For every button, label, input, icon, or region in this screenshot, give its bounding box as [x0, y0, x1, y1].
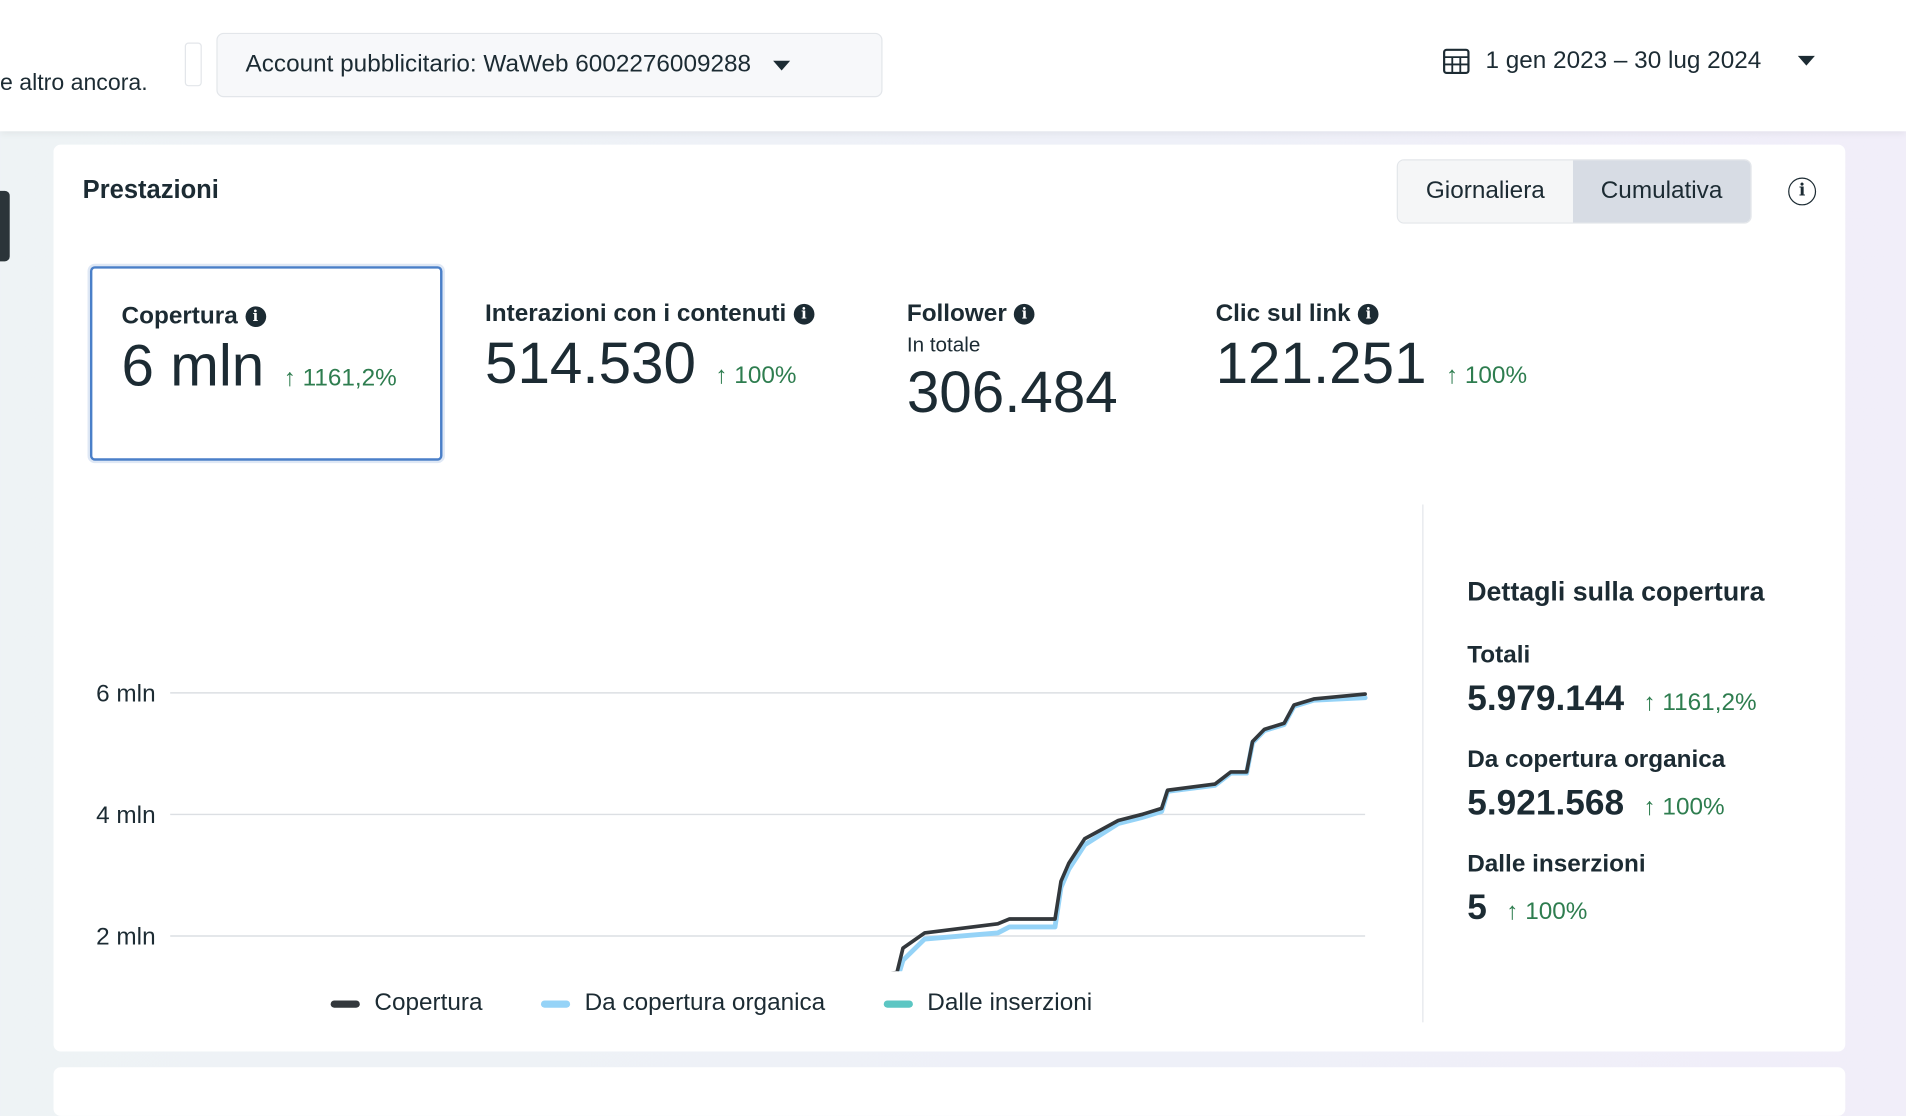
- detail-label: Totali: [1467, 641, 1531, 669]
- legend-swatch: [540, 999, 571, 1008]
- y-tick-label: 4 mln: [96, 802, 155, 829]
- legend-swatch: [883, 999, 913, 1008]
- detail-label: Dalle inserzioni: [1467, 850, 1646, 878]
- metric-reach[interactable]: Copertura i 6 mln ↑ 1161,2%: [89, 266, 443, 461]
- detail-value: 5.979.144: [1467, 679, 1625, 719]
- date-range-label: 1 gen 2023 – 30 lug 2024: [1485, 46, 1762, 74]
- series-line-da-copertura-organica: [897, 695, 1368, 972]
- info-icon[interactable]: i: [1358, 303, 1379, 325]
- info-icon[interactable]: i: [793, 303, 815, 325]
- detail-value: 5.921.568: [1467, 784, 1625, 823]
- caret-down-icon: [772, 60, 790, 70]
- legend-item[interactable]: Dalle inserzioni: [883, 989, 1093, 1017]
- metric-link-clicks[interactable]: Clic sul link i 121.251 ↑ 100%: [1186, 266, 1551, 460]
- caret-down-icon: [1797, 55, 1815, 66]
- metric-label: Interazioni con i contenuti: [485, 300, 787, 327]
- section-title: Prestazioni: [82, 176, 219, 205]
- metric-value: 121.251: [1215, 331, 1427, 397]
- metric-change: ↑ 1161,2%: [283, 364, 397, 392]
- detail-value: 5: [1467, 888, 1487, 928]
- legend-label: Da copertura organica: [584, 989, 826, 1017]
- y-tick-label: 6 mln: [96, 680, 155, 707]
- next-card: [53, 1067, 1846, 1116]
- metric-label: Copertura: [121, 302, 238, 330]
- metric-change: ↑ 100%: [715, 362, 797, 389]
- divider: [1422, 504, 1424, 1023]
- side-tab[interactable]: [0, 190, 10, 262]
- details-title: Dettagli sulla copertura: [1467, 576, 1765, 607]
- legend-label: Dalle inserzioni: [927, 989, 1093, 1017]
- detail-change: ↑ 1161,2%: [1643, 689, 1757, 716]
- top-bar: e altro ancora. Account pubblicitario: W…: [0, 0, 1906, 132]
- series-line-copertura: [892, 692, 1367, 972]
- metric-value: 6 mln: [121, 334, 265, 399]
- legend-item[interactable]: Copertura: [330, 989, 483, 1017]
- info-icon[interactable]: i: [245, 306, 266, 327]
- metric-label: Follower: [906, 300, 1007, 327]
- breadcrumb-text: e altro ancora.: [0, 70, 148, 97]
- chart-legend: Copertura Da copertura organica Dalle in…: [330, 989, 1093, 1017]
- legend-swatch: [330, 999, 360, 1008]
- info-icon[interactable]: i: [1014, 303, 1035, 325]
- metric-interactions[interactable]: Interazioni con i contenuti i 514.530 ↑ 10…: [456, 266, 857, 460]
- metric-value: 514.530: [485, 331, 696, 397]
- performance-card: Prestazioni Giornaliera Cumulativa i Cop…: [53, 144, 1846, 1052]
- metric-label: Clic sul link: [1215, 300, 1351, 327]
- separator: [184, 42, 202, 87]
- toggle-daily[interactable]: Giornaliera: [1397, 160, 1573, 223]
- legend-item[interactable]: Da copertura organica: [540, 989, 826, 1017]
- y-tick-label: 2 mln: [96, 924, 155, 951]
- metric-value: 306.484: [906, 361, 1118, 426]
- view-toggle: Giornaliera Cumulativa: [1396, 159, 1752, 224]
- detail-change: ↑ 100%: [1643, 793, 1725, 821]
- account-selector[interactable]: Account pubblicitario: WaWeb 60022760092…: [216, 32, 883, 98]
- calendar-icon: [1443, 48, 1470, 75]
- reach-details: Dettagli sulla copertura Totali 5.979.14…: [1467, 576, 1764, 955]
- info-icon[interactable]: i: [1788, 177, 1817, 206]
- detail-label: Da copertura organica: [1467, 746, 1726, 774]
- account-label: Account pubblicitario: WaWeb 60022760092…: [245, 51, 752, 78]
- metric-change: ↑ 100%: [1445, 362, 1528, 389]
- legend-label: Copertura: [374, 989, 483, 1017]
- metric-followers[interactable]: Follower i In totale 306.484: [878, 266, 1158, 460]
- toggle-cumulative[interactable]: Cumulativa: [1572, 160, 1751, 223]
- detail-change: ↑ 100%: [1506, 898, 1588, 926]
- metric-sublabel: In totale: [906, 333, 981, 357]
- date-range-picker[interactable]: 1 gen 2023 – 30 lug 2024: [1442, 46, 1815, 75]
